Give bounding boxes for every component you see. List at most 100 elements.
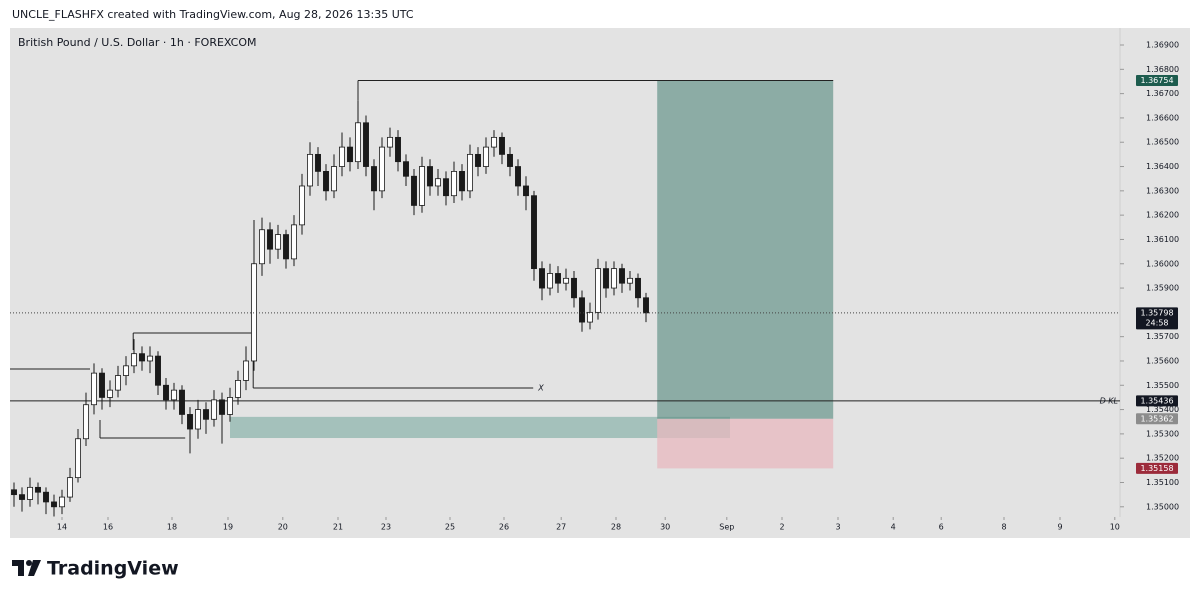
candle-body xyxy=(579,297,585,323)
candle-body xyxy=(627,277,633,284)
y-tick-label: 1.35600 xyxy=(1146,356,1179,365)
x-tick-label: Sep xyxy=(719,523,734,532)
x-tick-label: 19 xyxy=(223,523,233,532)
candle-body xyxy=(299,185,305,226)
brand: TradingView xyxy=(47,558,179,580)
price-label: 1.35158 xyxy=(1140,464,1173,473)
x-tick-label: 20 xyxy=(278,523,288,532)
candle-body xyxy=(99,372,105,398)
drawing-label: D KL xyxy=(1100,396,1118,405)
x-tick-label: 2 xyxy=(779,523,784,532)
candle-body xyxy=(155,355,161,386)
y-tick-label: 1.35500 xyxy=(1146,381,1179,390)
candle-body xyxy=(91,372,97,406)
y-tick-label: 1.36500 xyxy=(1146,138,1179,147)
candle-body xyxy=(147,355,153,362)
x-tick-label: 16 xyxy=(103,523,113,532)
candle-body xyxy=(571,277,577,299)
candle-body xyxy=(411,175,417,206)
candle-body xyxy=(363,122,369,167)
candle-body xyxy=(43,491,49,503)
countdown: 24:58 xyxy=(1145,318,1168,327)
candle-body xyxy=(539,268,545,289)
candle-body xyxy=(203,409,209,420)
candle-body xyxy=(371,166,377,192)
y-tick-label: 1.36400 xyxy=(1146,162,1179,171)
y-tick-label: 1.35000 xyxy=(1146,502,1179,511)
candle-body xyxy=(211,399,217,420)
candle-body xyxy=(291,224,297,260)
candle-body xyxy=(219,399,225,415)
candle-body xyxy=(347,146,353,163)
candle-body xyxy=(27,486,33,500)
candle-body xyxy=(419,166,425,206)
y-tick-label: 1.36300 xyxy=(1146,186,1179,195)
price-label: 1.35362 xyxy=(1140,414,1173,423)
candle-body xyxy=(59,496,65,508)
candle-body xyxy=(51,501,57,508)
price-label: 1.35436 xyxy=(1140,396,1173,405)
x-tick-label: 10 xyxy=(1110,523,1120,532)
candle-body xyxy=(187,414,193,430)
x-tick-label: 23 xyxy=(381,523,391,532)
y-tick-label: 1.36600 xyxy=(1146,113,1179,122)
y-tick-label: 1.36100 xyxy=(1146,235,1179,244)
candle-body xyxy=(259,229,265,265)
y-tick-label: 1.35400 xyxy=(1146,405,1179,414)
candle-body xyxy=(243,360,249,381)
candle-body xyxy=(499,136,505,155)
candle-body xyxy=(331,166,337,192)
candle-body xyxy=(603,268,609,289)
x-tick-label: 28 xyxy=(611,523,621,532)
price-label-box xyxy=(1136,395,1178,407)
y-tick-label: 1.35100 xyxy=(1146,478,1179,487)
x-tick-label: 4 xyxy=(891,523,896,532)
y-tick-label: 1.36900 xyxy=(1146,41,1179,50)
y-tick-label: 1.35900 xyxy=(1146,284,1179,293)
x-tick-label: 6 xyxy=(939,523,944,532)
candle-body xyxy=(475,153,481,167)
candle-body xyxy=(107,389,113,398)
x-tick-label: 25 xyxy=(445,523,455,532)
price-label-box xyxy=(1136,74,1178,86)
drawing-label: X xyxy=(537,383,544,392)
candle-body xyxy=(491,136,497,148)
price-label: 1.35798 xyxy=(1140,308,1173,317)
candle-body xyxy=(459,170,465,192)
candle-body xyxy=(235,380,241,398)
candle-body xyxy=(283,234,289,260)
candle-body xyxy=(355,122,361,163)
candle-body xyxy=(587,311,593,323)
position-loss xyxy=(657,418,834,469)
price-label-box xyxy=(1136,307,1178,330)
x-tick-label: 18 xyxy=(167,523,177,532)
candle-body xyxy=(67,477,73,498)
candle-body xyxy=(339,146,345,167)
price-label-box xyxy=(1136,462,1178,474)
y-tick-label: 1.36000 xyxy=(1146,259,1179,268)
y-tick-label: 1.36800 xyxy=(1146,65,1179,74)
x-tick-label: 26 xyxy=(499,523,509,532)
x-tick-label: 21 xyxy=(333,523,343,532)
candle-body xyxy=(563,277,569,284)
y-tick-label: 1.35300 xyxy=(1146,429,1179,438)
candle-body xyxy=(515,166,521,187)
candle-body xyxy=(195,409,201,430)
candle-body xyxy=(435,178,441,187)
candle-body xyxy=(275,234,281,250)
candle-body xyxy=(11,489,17,496)
candle-body xyxy=(139,353,145,362)
x-tick-label: 14 xyxy=(57,523,67,532)
y-tick-label: 1.35700 xyxy=(1146,332,1179,341)
y-tick-label: 1.36700 xyxy=(1146,89,1179,98)
x-tick-label: 30 xyxy=(660,523,670,532)
candle-body xyxy=(171,389,177,401)
candle-body xyxy=(427,166,433,187)
candle-body xyxy=(323,170,329,192)
candle-body xyxy=(483,146,489,167)
candle-body xyxy=(315,153,321,172)
candle-body xyxy=(443,178,449,197)
candle-body xyxy=(531,195,537,270)
candle-body xyxy=(379,146,385,192)
